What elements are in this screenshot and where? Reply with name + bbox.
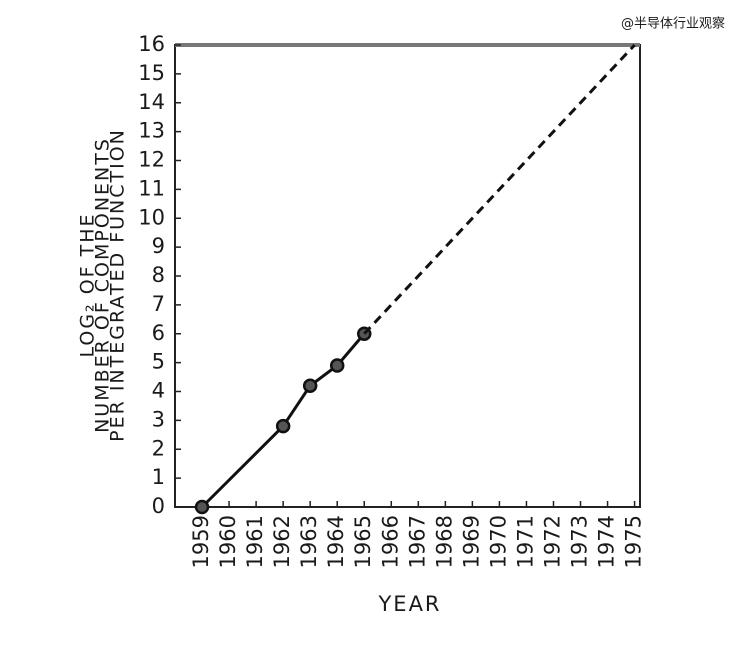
y-tick-label: 15 xyxy=(138,61,165,85)
y-axis-label: NUMBER OF COMPONENTS xyxy=(92,137,114,433)
point xyxy=(275,418,291,434)
y-tick-label: 9 xyxy=(152,234,165,258)
x-tick-label: 1967 xyxy=(405,515,429,568)
y-tick-label: 6 xyxy=(152,321,165,345)
y-tick-label: 8 xyxy=(152,263,165,287)
y-tick-label: 16 xyxy=(138,32,165,56)
x-tick-label: 1974 xyxy=(595,515,619,568)
x-tick-label: 1959 xyxy=(189,515,213,568)
line xyxy=(363,43,636,335)
y-tick-label: 0 xyxy=(152,494,165,518)
x-tick-label: 1961 xyxy=(243,515,267,568)
y-tick-label: 1 xyxy=(152,465,165,489)
y-label-group: LOG₂ OF THE NUMBER OF COMPONENTS PER INT… xyxy=(77,128,129,442)
x-tick-label: 1972 xyxy=(540,515,564,568)
y-tick-label: 13 xyxy=(138,119,165,143)
x-tick-label: 1964 xyxy=(324,515,348,568)
x-tick-label: 1971 xyxy=(513,515,537,568)
x-tick-label: 1966 xyxy=(378,515,402,568)
y-tick-label: 4 xyxy=(152,379,165,403)
x-tick-label: 1962 xyxy=(270,515,294,568)
x-tick-label: 1963 xyxy=(297,515,321,568)
point xyxy=(329,358,345,373)
y-tick-label: 3 xyxy=(152,407,165,431)
x-tick-label: 1969 xyxy=(459,515,483,568)
x-tick-label: 1970 xyxy=(486,515,510,568)
y-tick-label: 2 xyxy=(152,436,165,460)
y-tick-label: 14 xyxy=(138,90,165,114)
point xyxy=(302,378,318,393)
x-axis-label: YEAR xyxy=(377,592,441,616)
x-tick-label: 1968 xyxy=(432,515,456,568)
y-tick-label: 10 xyxy=(138,205,165,229)
x-tick-label: 1960 xyxy=(216,515,240,568)
y-axis-label: PER INTEGRATED FUNCTION xyxy=(107,128,129,442)
point xyxy=(194,499,210,515)
y-tick-label: 11 xyxy=(138,176,165,200)
y-tick-label: 5 xyxy=(152,350,165,374)
x-tick-label: 1965 xyxy=(351,515,375,568)
y-tick-label: 12 xyxy=(138,148,165,172)
x-tick-label: 1973 xyxy=(568,515,592,568)
y-axis-label: LOG₂ OF THE xyxy=(77,212,99,357)
watermark: @半导体行业观察 xyxy=(621,17,725,32)
y-tick-label: 7 xyxy=(152,292,165,316)
x-tick-label: 1975 xyxy=(622,515,646,568)
